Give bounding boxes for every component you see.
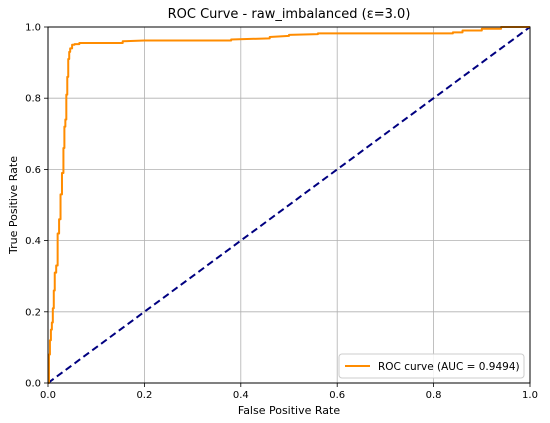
legend: ROC curve (AUC = 0.9494): [338, 353, 525, 379]
y-axis-label: True Positive Rate: [7, 156, 20, 255]
series-layer: [47, 26, 531, 384]
x-tick-label: 0.2: [136, 390, 152, 401]
y-tick-label: 0.6: [25, 165, 41, 176]
x-tick-label: 0.0: [40, 390, 56, 401]
roc-curve-line: [47, 26, 530, 384]
y-tick-label: 1.0: [25, 23, 41, 34]
chart-title: ROC Curve - raw_imbalanced (ε=3.0): [168, 7, 411, 22]
plot-frame: [47, 26, 531, 384]
y-tick-label: 0.4: [25, 236, 41, 247]
x-tick-label: 1.0: [522, 390, 538, 401]
grid: [47, 26, 531, 384]
legend-box: [338, 353, 525, 379]
ticks: 0.0 0.2 0.4 0.6 0.8 1.0 0.0 0.2 0.4 0.6 0.8 1.0: [25, 23, 538, 402]
x-tick-label: 0.4: [233, 390, 249, 401]
x-axis-label: False Positive Rate: [238, 404, 340, 417]
legend-label-roc: ROC curve (AUC = 0.9494): [378, 361, 520, 373]
x-tick-label: 0.6: [329, 390, 345, 401]
y-tick-label: 0.0: [25, 379, 41, 390]
y-tick-label: 0.2: [25, 307, 41, 318]
random-classifier-line: [47, 26, 531, 384]
y-tick-label: 0.8: [25, 94, 41, 105]
x-tick-label: 0.8: [426, 390, 442, 401]
